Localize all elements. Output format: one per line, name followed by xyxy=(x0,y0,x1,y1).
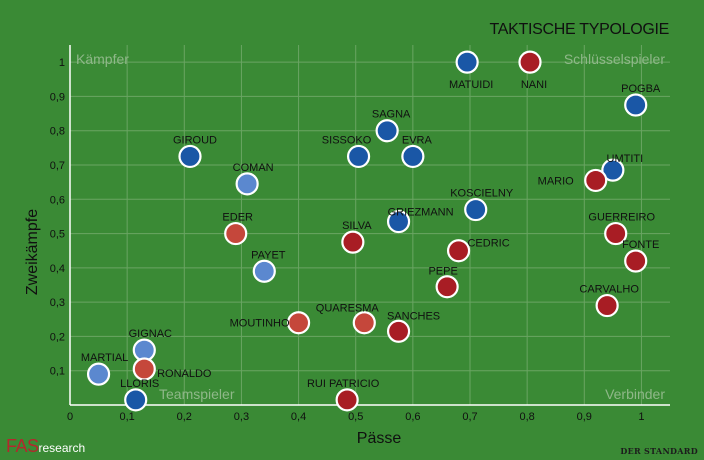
data-point-fonte xyxy=(624,249,648,273)
quadrant-label-bottom-left: Teamspieler xyxy=(159,386,235,402)
data-point-coman xyxy=(235,172,259,196)
point-label: PEPE xyxy=(428,266,457,278)
der-standard-credit: DER STANDARD xyxy=(620,446,698,456)
data-point-carvalho xyxy=(595,293,619,318)
y-tick-label: 0,9 xyxy=(50,91,65,103)
data-point-koscielny xyxy=(464,197,488,222)
point-label: EDER xyxy=(222,212,253,224)
point-label: MOUTINHO xyxy=(230,318,290,330)
point-label: GIROUD xyxy=(173,134,217,146)
y-tick-label: 0,6 xyxy=(50,194,65,206)
point-label: EVRA xyxy=(402,134,433,146)
data-point-matuidi xyxy=(455,50,479,74)
data-point-sanches xyxy=(386,319,411,343)
point-label: RONALDO xyxy=(157,368,212,380)
grid-lines xyxy=(70,45,670,405)
fas-research-logo: FASresearch xyxy=(6,436,85,457)
data-point-mario xyxy=(584,168,608,193)
data-point-lloris xyxy=(124,388,148,412)
point-label: COMAN xyxy=(233,162,274,174)
quadrant-label-top-right: Schlüsselspieler xyxy=(564,51,665,67)
data-point-griezmann xyxy=(386,209,411,234)
point-label: LLORIS xyxy=(120,378,159,390)
data-point-cedric xyxy=(446,239,471,263)
data-point-quaresma xyxy=(352,311,376,335)
y-tick-label: 0,8 xyxy=(50,126,65,138)
point-label: CEDRIC xyxy=(467,238,509,250)
point-label: GUERREIRO xyxy=(588,212,655,224)
point-label: MARTIAL xyxy=(81,352,128,364)
data-point-sissoko xyxy=(346,144,371,169)
data-point-umtiti xyxy=(601,158,625,182)
x-tick-label: 0 xyxy=(67,411,73,423)
x-tick-label: 0,8 xyxy=(519,411,534,423)
point-label: SAGNA xyxy=(372,109,411,121)
data-point-rui-patricio xyxy=(335,388,359,412)
data-point-pogba xyxy=(624,93,648,117)
y-tick-label: 0,5 xyxy=(50,229,65,241)
x-tick-label: 0,9 xyxy=(577,411,592,423)
quadrant-label-top-left: Kämpfer xyxy=(76,51,129,67)
chart-title: TAKTISCHE TYPOLOGIE xyxy=(489,21,669,38)
point-label: GRIEZMANN xyxy=(388,207,454,219)
y-tick-label: 0,1 xyxy=(50,366,65,378)
x-tick-label: 0,2 xyxy=(177,411,192,423)
point-label: SISSOKO xyxy=(322,134,372,146)
point-label: POGBA xyxy=(621,83,661,95)
x-tick-label: 0,3 xyxy=(234,411,249,423)
point-label: GIGNAC xyxy=(129,328,172,340)
data-point-moutinho xyxy=(286,311,311,335)
logo-fas: FAS xyxy=(6,436,39,456)
data-point-nani xyxy=(518,50,542,74)
y-axis-label: Zweikämpfe xyxy=(24,209,41,295)
point-label: SILVA xyxy=(342,220,372,232)
y-tick-label: 0,2 xyxy=(50,331,65,343)
logo-research: research xyxy=(38,441,86,455)
point-label: KOSCIELNY xyxy=(450,188,514,200)
x-tick-label: 0,1 xyxy=(119,411,134,423)
x-axis-label: Pässe xyxy=(357,430,402,447)
quadrant-labels: Kämpfer Schlüsselspieler Teamspieler Verbin… xyxy=(76,51,665,402)
data-point-silva xyxy=(341,230,365,254)
point-labels: MATUIDI NANI POGBA SAGNA GIROUD SISSOKO EVRA UM… xyxy=(81,79,661,390)
point-label: MARIO xyxy=(538,175,575,187)
data-point-giroud xyxy=(178,144,202,169)
axes xyxy=(69,45,670,406)
point-label: RUI PATRICIO xyxy=(307,378,380,390)
point-label: NANI xyxy=(521,79,547,91)
point-label: MATUIDI xyxy=(449,79,493,91)
y-tick-label: 0,4 xyxy=(50,263,65,275)
x-tick-label: 0,4 xyxy=(291,411,306,423)
point-label: PAYET xyxy=(251,249,286,261)
point-label: FONTE xyxy=(622,239,659,251)
data-point-evra xyxy=(401,144,425,169)
data-point-sagna xyxy=(375,119,399,143)
data-point-pepe xyxy=(435,275,459,299)
data-point-guerreiro xyxy=(604,221,628,246)
y-tick-label: 1 xyxy=(59,57,65,69)
point-label: CARVALHO xyxy=(579,284,639,296)
x-tick-label: 0,6 xyxy=(405,411,420,423)
x-tick-label: 0,5 xyxy=(348,411,363,423)
data-point-payet xyxy=(252,259,276,283)
x-tick-labels: 0 0,1 0,2 0,3 0,4 0,5 0,6 0,7 0,8 0,9 1 xyxy=(67,411,645,423)
x-tick-label: 1 xyxy=(638,411,644,423)
data-point-eder xyxy=(224,221,248,246)
point-label: SANCHES xyxy=(387,310,440,322)
data-point-martial xyxy=(86,362,111,386)
quadrant-label-bottom-right: Verbinder xyxy=(605,386,665,402)
point-label: QUARESMA xyxy=(316,303,380,315)
y-tick-label: 0,3 xyxy=(50,297,65,309)
data-points xyxy=(86,50,648,412)
x-tick-label: 0,7 xyxy=(462,411,477,423)
y-tick-labels: 0,1 0,2 0,3 0,4 0,5 0,6 0,7 0,8 0,9 1 xyxy=(50,57,65,378)
data-point-ronaldo xyxy=(132,357,156,381)
point-label: UMTITI xyxy=(607,153,644,165)
y-tick-label: 0,7 xyxy=(50,160,65,172)
